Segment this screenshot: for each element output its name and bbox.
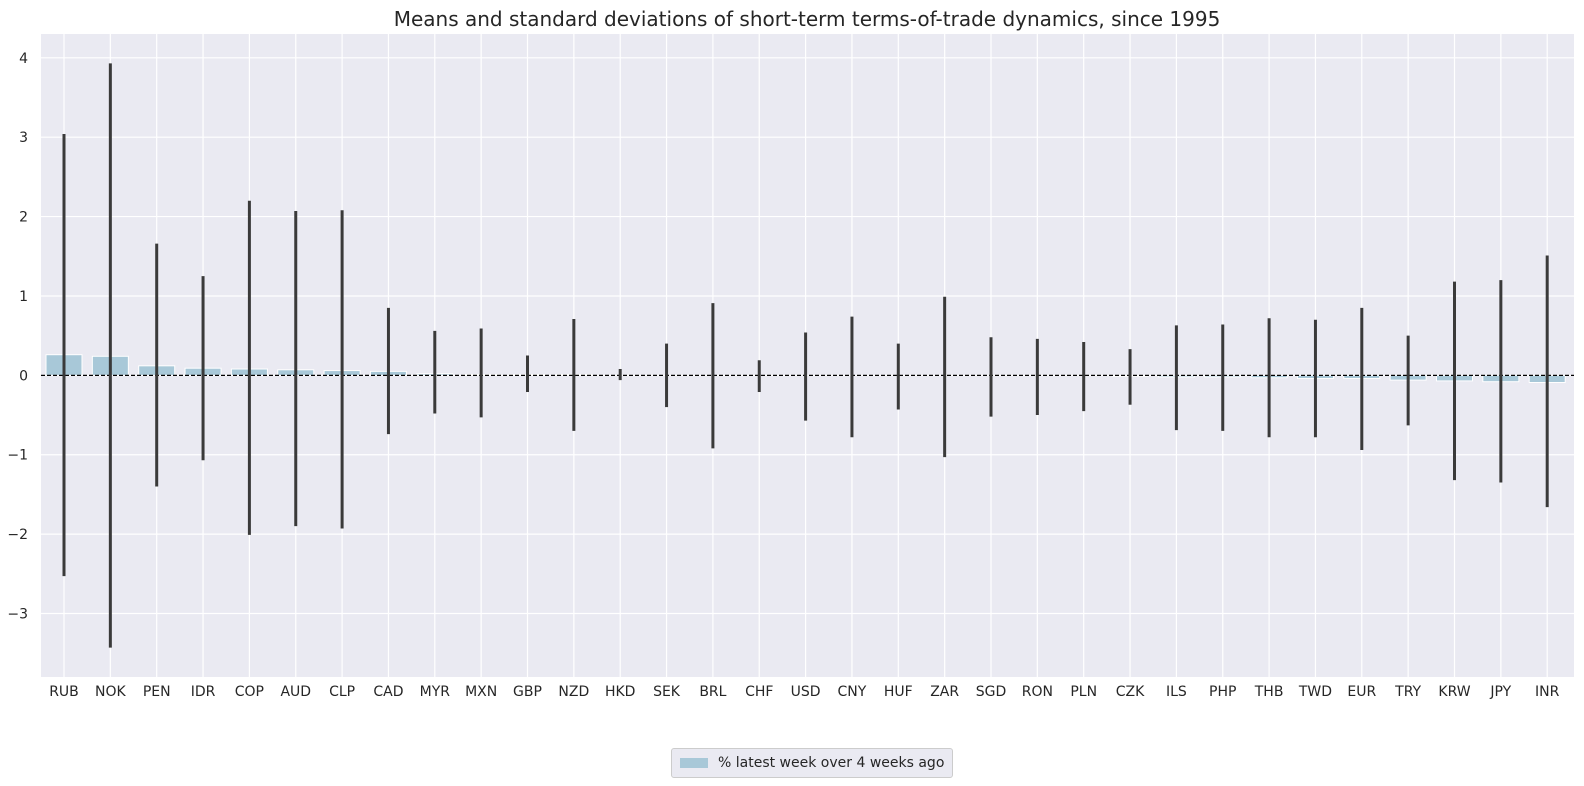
y-tick-label: 2	[19, 210, 28, 226]
x-tick-label: MYR	[420, 684, 451, 700]
x-tick-label: ZAR	[930, 684, 959, 700]
legend-label: % latest week over 4 weeks ago	[718, 755, 945, 771]
plot-area	[41, 34, 1574, 677]
chart-title: Means and standard deviations of short-t…	[394, 7, 1221, 31]
x-tick-label: USD	[791, 684, 821, 700]
x-tick-label: IDR	[191, 684, 216, 700]
y-tick-label: 0	[19, 368, 28, 384]
x-tick-label: KRW	[1438, 684, 1470, 700]
legend-swatch	[680, 758, 708, 768]
y-tick-label: −3	[7, 606, 28, 622]
y-tick-label: −1	[7, 448, 28, 464]
x-tick-label: MXN	[465, 684, 497, 700]
legend: % latest week over 4 weeks ago	[671, 748, 954, 778]
y-tick-label: 4	[19, 51, 28, 67]
x-tick-label: SGD	[976, 684, 1007, 700]
x-tick-label: TRY	[1394, 684, 1421, 700]
x-tick-label: HUF	[884, 684, 913, 700]
x-tick-label: NOK	[95, 684, 126, 700]
x-tick-label: EUR	[1347, 684, 1376, 700]
x-tick-label: CZK	[1116, 684, 1145, 700]
x-tick-label: SEK	[653, 684, 681, 700]
x-tick-label: JPY	[1489, 684, 1511, 700]
x-tick-label: PHP	[1209, 684, 1236, 700]
x-tick-label: THB	[1254, 684, 1284, 700]
y-tick-labels: −3 −2 −1 0 1 2 3 4	[7, 51, 28, 623]
x-tick-label: PEN	[143, 684, 171, 700]
x-tick-labels: RUB NOK PEN IDR COP AUD CLP CAD MYR MXN GBP NZD HKD S…	[49, 684, 1559, 700]
error-bars-layer	[62, 63, 1549, 648]
y-tick-label: −2	[7, 527, 28, 543]
x-tick-label: HKD	[605, 684, 636, 700]
x-tick-label: CLP	[329, 684, 355, 700]
x-tick-label: CNY	[838, 684, 867, 700]
x-tick-label: INR	[1535, 684, 1560, 700]
x-tick-label: GBP	[513, 684, 542, 700]
x-tick-label: RON	[1022, 684, 1053, 700]
x-tick-label: COP	[235, 684, 264, 700]
x-tick-label: NZD	[558, 684, 589, 700]
x-tick-label: RUB	[49, 684, 79, 700]
y-tick-label: 3	[19, 130, 28, 146]
x-tick-label: CHF	[745, 684, 773, 700]
y-tick-label: 1	[19, 289, 28, 305]
x-tick-label: PLN	[1070, 684, 1097, 700]
x-tick-label: BRL	[699, 684, 726, 700]
x-tick-label: AUD	[280, 684, 311, 700]
x-tick-label: CAD	[373, 684, 403, 700]
x-tick-label: ILS	[1166, 684, 1187, 700]
x-tick-label: TWD	[1298, 684, 1332, 700]
